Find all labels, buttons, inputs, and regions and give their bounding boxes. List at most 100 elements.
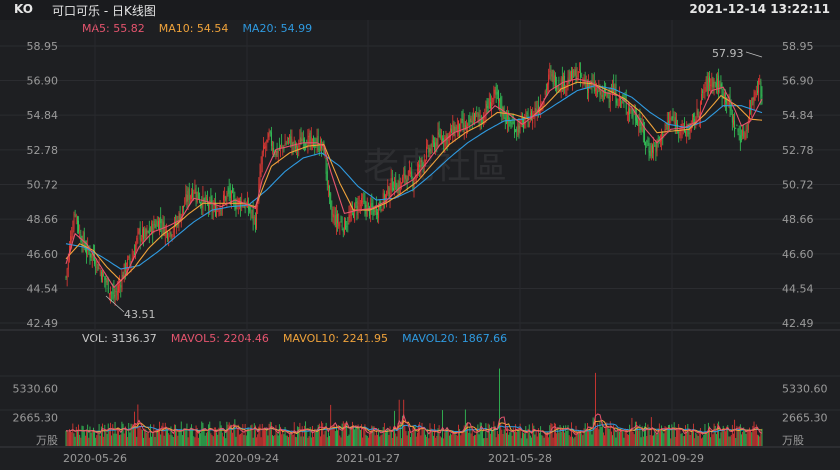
volume-bar — [446, 427, 448, 446]
candle-body — [511, 122, 513, 124]
volume-bar — [76, 430, 78, 446]
volume-bar — [739, 424, 741, 446]
volume-bar — [281, 434, 283, 446]
volume-bar — [414, 426, 416, 446]
volume-bar — [499, 368, 500, 446]
candle-body — [470, 118, 472, 123]
candle-body — [152, 223, 154, 234]
candle-body — [758, 79, 759, 93]
volume-bar — [574, 437, 576, 446]
volume-bar — [584, 423, 586, 446]
candle-body — [108, 293, 110, 295]
candle-body — [426, 146, 427, 159]
volume-bar — [261, 423, 263, 446]
candle-body — [753, 96, 755, 103]
volume-bar — [382, 427, 384, 446]
price-tick-label: 50.72 — [782, 179, 814, 192]
volume-bar — [709, 426, 710, 446]
candle-body — [241, 200, 243, 208]
candle-body — [471, 121, 473, 126]
volume-bar — [95, 437, 97, 446]
volume-bar — [254, 425, 256, 446]
volume-bar — [557, 427, 559, 446]
candle-body — [509, 120, 511, 124]
volume-bar — [579, 432, 580, 446]
volume-bar — [423, 429, 425, 446]
volume-bar — [744, 430, 746, 446]
volume-bar — [294, 436, 296, 446]
volume-bar — [430, 428, 432, 446]
volume-bar — [655, 433, 657, 446]
volume-bar — [313, 436, 315, 446]
volume-bar — [301, 426, 303, 446]
candle-body — [517, 124, 519, 136]
volume-bar — [735, 437, 737, 446]
candle-body — [672, 116, 674, 118]
candle-body — [528, 121, 530, 128]
volume-bar — [447, 431, 449, 446]
candle-body — [612, 88, 613, 96]
candle-body — [393, 188, 394, 191]
volume-bar — [644, 426, 645, 446]
volume-bar — [365, 434, 367, 446]
volume-bar — [641, 426, 643, 446]
candle-body — [148, 228, 150, 234]
volume-bar — [266, 429, 268, 446]
volume-bar — [504, 425, 506, 446]
candle-body — [475, 111, 477, 119]
candle-body — [444, 136, 446, 147]
volume-bar — [704, 424, 706, 446]
candle-body — [172, 231, 174, 233]
candle-body — [277, 150, 279, 154]
volume-bar — [241, 432, 243, 446]
candle-body — [707, 78, 709, 94]
candle-body — [118, 285, 119, 292]
candle-body — [330, 193, 332, 208]
volume-bar — [88, 437, 90, 446]
candle-body — [744, 132, 746, 141]
candle-body — [225, 196, 227, 201]
candle-body — [113, 288, 115, 299]
volume-bar — [549, 425, 551, 446]
candle-body — [310, 136, 312, 145]
volume-bar — [219, 421, 221, 446]
volume-bar — [613, 424, 615, 446]
volume-bar — [693, 423, 694, 446]
volume-bar — [291, 430, 293, 446]
volume-bar — [508, 434, 510, 446]
candle-body — [233, 194, 235, 198]
candle-body — [670, 117, 672, 120]
candle-body — [395, 179, 397, 190]
volume-bar — [197, 437, 199, 446]
volume-bar — [237, 424, 239, 446]
price-axis-right: 58.95 56.90 54.84 52.78 50.72 48.66 46.60 44.54… — [782, 40, 814, 330]
candle-body — [390, 178, 392, 191]
volume-bar — [537, 428, 539, 446]
low-annotation: 43.51 — [124, 308, 156, 321]
candle-body — [252, 207, 254, 221]
volume-bar — [728, 436, 730, 446]
candle-body — [228, 187, 230, 194]
candle-body — [453, 125, 455, 135]
volume-bar — [670, 438, 672, 446]
volume-bar — [84, 435, 86, 446]
candle-body — [474, 113, 475, 121]
candle-body — [588, 84, 589, 93]
candle-body — [144, 229, 146, 239]
volume-bar — [235, 436, 237, 446]
volume-bar — [243, 434, 245, 446]
volume-bar — [124, 426, 126, 446]
candle-body — [436, 139, 438, 147]
candle-body — [655, 142, 657, 153]
candle-body — [131, 257, 133, 261]
volume-bar — [533, 425, 535, 446]
candle-body — [336, 214, 337, 228]
volume-bar — [556, 433, 558, 446]
date-tick-label: 2020-05-26 — [63, 452, 127, 465]
volume-bar — [224, 429, 226, 446]
volume-bar — [747, 431, 749, 446]
volume-bar — [760, 430, 762, 446]
candle-body — [296, 143, 297, 148]
volume-bar — [536, 436, 538, 446]
